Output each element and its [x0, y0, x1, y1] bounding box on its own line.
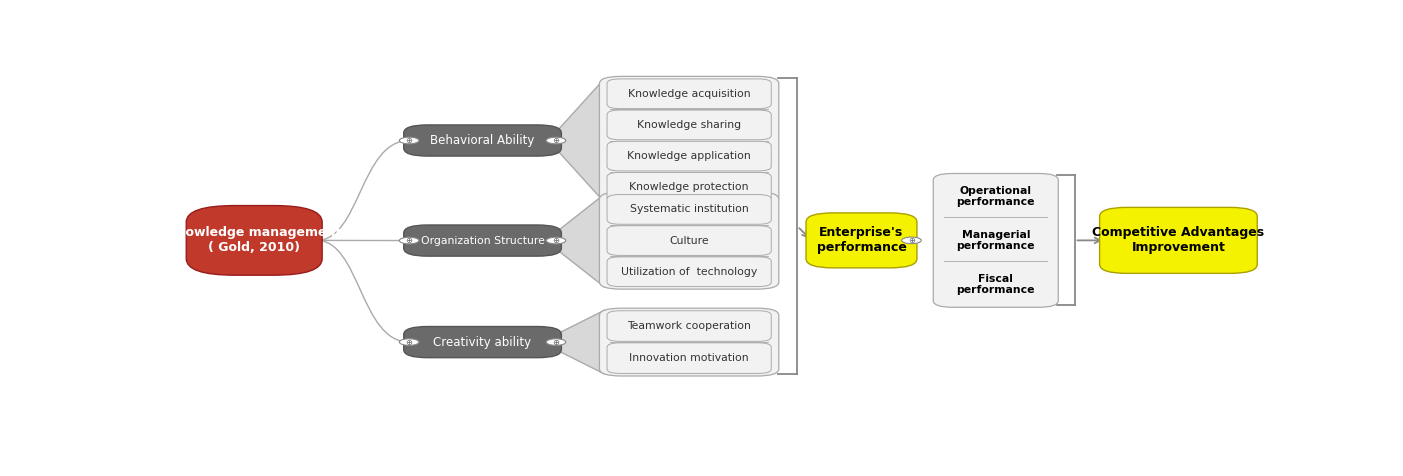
Text: ⊕: ⊕: [405, 136, 412, 145]
Circle shape: [546, 237, 565, 244]
Text: ⊕: ⊕: [553, 337, 560, 347]
FancyBboxPatch shape: [933, 173, 1058, 307]
FancyBboxPatch shape: [607, 79, 772, 109]
FancyBboxPatch shape: [599, 192, 779, 289]
Text: Managerial
performance: Managerial performance: [957, 229, 1035, 251]
Circle shape: [902, 237, 922, 244]
FancyBboxPatch shape: [404, 125, 561, 156]
Polygon shape: [556, 194, 605, 288]
Text: Knowledge acquisition: Knowledge acquisition: [627, 89, 751, 99]
Text: ⊕: ⊕: [908, 236, 915, 245]
Text: Operational
performance: Operational performance: [957, 186, 1035, 207]
Text: Knowledge application: Knowledge application: [627, 151, 751, 161]
FancyBboxPatch shape: [607, 226, 772, 256]
Polygon shape: [556, 78, 605, 203]
Text: Knowledge management
( Gold, 2010): Knowledge management ( Gold, 2010): [167, 227, 341, 254]
Text: Behavioral Ability: Behavioral Ability: [431, 134, 535, 147]
FancyBboxPatch shape: [607, 257, 772, 287]
Circle shape: [400, 237, 419, 244]
Circle shape: [400, 137, 419, 144]
Text: Competitive Advantages
Improvement: Competitive Advantages Improvement: [1093, 227, 1264, 254]
Text: Organization Structure: Organization Structure: [421, 236, 544, 246]
Text: ⊕: ⊕: [553, 136, 560, 145]
Text: Culture: Culture: [669, 236, 709, 246]
Text: Knowledge sharing: Knowledge sharing: [637, 120, 741, 130]
Text: Creativity ability: Creativity ability: [434, 336, 532, 348]
FancyBboxPatch shape: [607, 110, 772, 140]
Text: ⊕: ⊕: [405, 337, 412, 347]
Text: ⊕: ⊕: [553, 236, 560, 245]
Text: Enterprise's
performance: Enterprise's performance: [817, 227, 906, 254]
Text: Knowledge protection: Knowledge protection: [630, 182, 749, 192]
Circle shape: [546, 339, 565, 346]
Text: Utilization of  technology: Utilization of technology: [622, 267, 758, 277]
FancyBboxPatch shape: [805, 213, 918, 268]
Text: ⊕: ⊕: [405, 236, 412, 245]
FancyBboxPatch shape: [404, 225, 561, 256]
FancyBboxPatch shape: [599, 76, 779, 205]
FancyBboxPatch shape: [607, 195, 772, 224]
Circle shape: [546, 137, 565, 144]
Text: Fiscal
performance: Fiscal performance: [957, 274, 1035, 295]
FancyBboxPatch shape: [607, 172, 772, 202]
FancyBboxPatch shape: [599, 308, 779, 376]
FancyBboxPatch shape: [607, 311, 772, 341]
Text: Innovation motivation: Innovation motivation: [630, 353, 749, 363]
FancyBboxPatch shape: [607, 343, 772, 374]
FancyBboxPatch shape: [1100, 208, 1257, 273]
FancyBboxPatch shape: [187, 206, 323, 275]
FancyBboxPatch shape: [607, 141, 772, 171]
Polygon shape: [556, 310, 605, 374]
FancyBboxPatch shape: [404, 327, 561, 357]
Text: Systematic institution: Systematic institution: [630, 204, 749, 214]
Text: Teamwork cooperation: Teamwork cooperation: [627, 321, 751, 331]
Circle shape: [400, 339, 419, 346]
